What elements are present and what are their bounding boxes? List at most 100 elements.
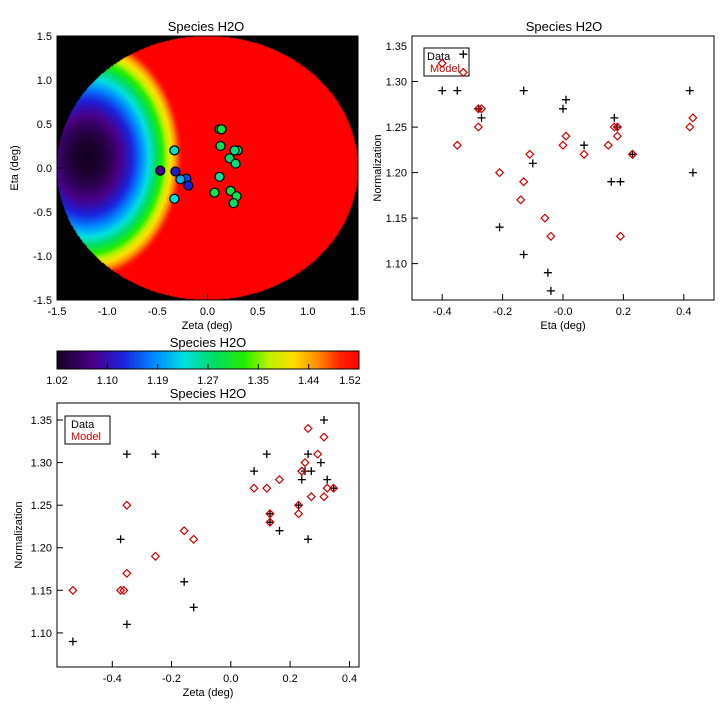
model-point-diamond: [473, 122, 484, 132]
zeta-model-series: [68, 423, 339, 596]
zeta-xtick-label: -0.4: [103, 673, 122, 685]
zeta-legend-box: [64, 415, 111, 445]
model-point-diamond: [609, 122, 619, 132]
data-point-plus: [180, 577, 189, 586]
heatmap-data-point: [155, 165, 166, 176]
model-point-diamond: [150, 551, 161, 561]
data-point-plus: [528, 159, 537, 168]
heatmap-xtick-label: -1.5: [48, 306, 67, 318]
zeta-ytick-label: 1.15: [31, 585, 52, 597]
model-point-diamond: [437, 58, 447, 68]
model-point-diamond: [319, 432, 329, 442]
heatmap-xtick-label: 1.0: [300, 306, 315, 318]
zeta-ytick-label: 1.10: [31, 628, 52, 640]
data-point-plus: [316, 458, 325, 467]
model-point-diamond: [612, 122, 623, 132]
colorbar-tick-label: 1.35: [248, 375, 269, 387]
eta-model-series: [437, 58, 698, 241]
eta-xtick-label: -0.2: [493, 306, 512, 318]
zeta-xtick-label: -0.2: [162, 673, 181, 685]
model-point-diamond: [122, 568, 132, 578]
data-point-plus: [562, 95, 570, 104]
data-point-plus: [151, 450, 160, 459]
model-point-diamond: [115, 585, 126, 596]
heatmap-data-point: [169, 145, 180, 156]
eta-legend: Data Model: [423, 47, 470, 77]
heatmap-xtick-label: 0.0: [200, 306, 215, 318]
heatmap-title: Species H2O: [168, 19, 245, 34]
model-point-diamond: [119, 585, 129, 596]
heatmap-ytick-label: 0.5: [37, 119, 52, 131]
colorbar-tick-label: 1.02: [46, 375, 67, 387]
zeta-ytick-label: 1.35: [31, 415, 52, 427]
model-point-diamond: [179, 526, 189, 536]
data-point-plus: [559, 104, 567, 113]
model-point-diamond: [516, 195, 526, 205]
heatmap-data-point: [216, 124, 227, 135]
heatmap-data-point: [175, 174, 186, 185]
data-point-plus: [262, 450, 271, 459]
heatmap-data-point: [214, 171, 225, 182]
model-point-diamond: [322, 483, 332, 493]
model-point-diamond: [300, 457, 310, 468]
zeta-xtick-label: 0.2: [282, 673, 297, 685]
heatmap-xtick-label: 0.5: [250, 306, 265, 318]
heatmap-x-ticks: -1.5 -1.0 -0.5 0.0 0.5 1.0 1.5: [48, 294, 366, 318]
zeta-ytick-label: 1.30: [31, 458, 52, 470]
zeta-x-ticks: -0.4 -0.2 0.0 0.2 0.4: [103, 661, 357, 685]
data-point-plus: [459, 50, 468, 59]
zeta-legend: Data Model: [64, 415, 111, 445]
heatmap-ytick-label: -1.5: [33, 295, 52, 307]
data-point-plus: [68, 637, 77, 646]
data-point-plus: [122, 450, 131, 459]
colorbar-tick-label: 1.44: [298, 375, 319, 387]
eta-ytick-label: 1.20: [386, 168, 407, 180]
model-point-diamond: [68, 585, 78, 596]
model-point-diamond: [293, 500, 304, 510]
data-point-plus: [116, 535, 125, 544]
model-point-diamond: [685, 122, 695, 132]
model-point-diamond: [189, 534, 199, 544]
data-point-plus: [122, 620, 131, 629]
model-point-diamond: [579, 149, 589, 159]
zeta-y-axis-label: Normalization: [13, 501, 25, 568]
zeta-scatter-panel: Species H2O -0.4 -0.2 0.0 0.2 0.4 1.10 1…: [13, 386, 360, 699]
data-point-plus: [304, 450, 313, 459]
model-point-diamond: [293, 509, 304, 519]
eta-scatter-panel: Species H2O -0.4 -0.2 -0.0 0.2 0.4 1.10 …: [372, 19, 715, 332]
zeta-y-ticks: 1.10 1.15 1.20 1.25 1.30 1.35: [31, 415, 63, 640]
model-point-diamond: [612, 131, 623, 141]
data-point-plus: [546, 286, 555, 295]
data-point-plus: [543, 268, 552, 277]
data-point-plus: [616, 177, 625, 186]
model-point-diamond: [546, 231, 556, 241]
data-point-plus: [580, 141, 589, 150]
zeta-legend-model-label: Model: [71, 431, 101, 443]
data-point-plus: [688, 168, 697, 177]
model-point-diamond: [627, 149, 638, 159]
data-point-plus: [438, 86, 447, 95]
eta-ytick-label: 1.10: [386, 259, 407, 271]
eta-ytick-label: 1.15: [386, 213, 407, 225]
model-point-diamond: [306, 492, 316, 502]
heatmap-y-axis-label: Eta (deg): [9, 145, 21, 190]
eta-ytick-label: 1.25: [386, 122, 407, 134]
model-point-diamond: [303, 423, 313, 434]
data-point-plus: [307, 467, 316, 476]
eta-data-series: [438, 50, 697, 295]
eta-legend-data-label: Data: [427, 51, 451, 63]
data-point-plus: [297, 475, 306, 484]
model-point-diamond: [122, 500, 132, 510]
eta-legend-box: [423, 47, 470, 77]
data-point-plus: [495, 223, 504, 232]
heatmap-data-point: [170, 166, 181, 177]
data-point-plus: [266, 509, 274, 518]
colorbar-tick-label: 1.10: [97, 375, 118, 387]
model-point-diamond: [540, 213, 550, 223]
heatmap-xtick-label: -1.0: [98, 306, 117, 318]
data-point-plus: [320, 416, 328, 424]
data-point-plus: [453, 86, 462, 95]
model-point-diamond: [265, 509, 275, 519]
eta-x-axis-label: Eta (deg): [540, 320, 585, 332]
heatmap-data-point: [209, 187, 220, 198]
